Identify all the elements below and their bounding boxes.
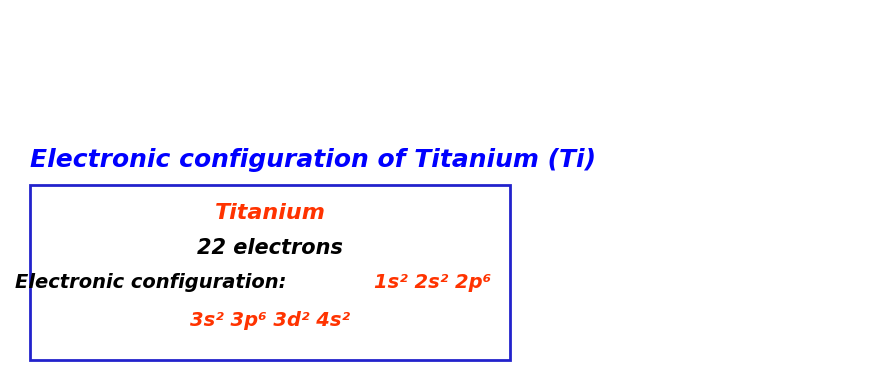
Text: 3s² 3p⁶ 3d² 4s²: 3s² 3p⁶ 3d² 4s² [190,311,349,329]
Text: Electronic configuration:: Electronic configuration: [15,273,292,293]
FancyBboxPatch shape [30,185,509,360]
Text: Titanium: Titanium [214,203,325,223]
Text: Electronic configuration of Titanium (Ti): Electronic configuration of Titanium (Ti… [30,148,595,172]
Text: 1s² 2s² 2p⁶: 1s² 2s² 2p⁶ [373,273,491,293]
Text: 22 electrons: 22 electrons [197,238,342,258]
